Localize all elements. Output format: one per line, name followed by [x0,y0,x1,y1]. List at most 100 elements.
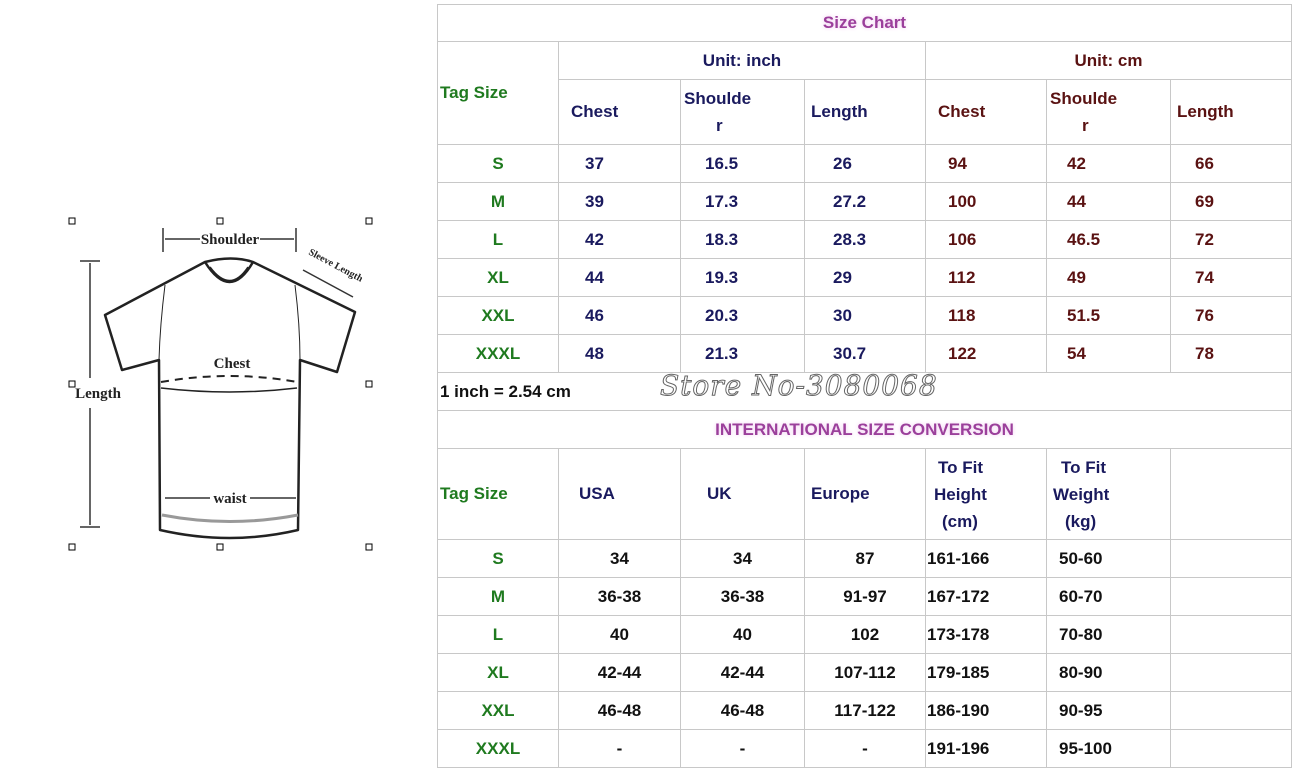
inch-value: 19.3 [680,258,805,297]
tag-size: XXXL [437,729,559,768]
tshirt-measurement-diagram: Shoulder Sleeve Length Chest Length wais… [68,217,373,551]
europe-value: 91-97 [804,577,926,616]
uk-header: UK [680,448,805,540]
europe-value: 102 [804,615,926,654]
size-chart-table: Size Chart Tag Size Unit: inch Unit: cm … [437,4,1292,768]
inch-value: 20.3 [680,296,805,335]
length-cm-header: Length [1170,79,1292,145]
uk-value: 36-38 [680,577,805,616]
usa-value: - [558,729,681,768]
tag-size: M [437,182,559,221]
tag-size: XL [437,258,559,297]
size-row: XXL 46 20.3 30 118 51.5 76 [437,296,1292,335]
store-watermark: Store No-3080068 [660,369,938,402]
inch-value: 46 [558,296,681,335]
europe-value: 107-112 [804,653,926,692]
size-chart-title: Size Chart [437,4,1292,42]
selection-handles [68,217,373,551]
cm-value: 76 [1170,296,1292,335]
tag-size: S [437,144,559,183]
inch-value: 42 [558,220,681,259]
inch-value: 16.5 [680,144,805,183]
height-value: 173-178 [925,615,1047,654]
size-row: XXXL 48 21.3 30.7 122 54 78 [437,334,1292,373]
conversion-row: M 36-38 36-38 91-97 167-172 60-70 [437,577,1292,616]
cm-value: 78 [1170,334,1292,373]
inch-value: 37 [558,144,681,183]
shoulder-label: Shoulder [201,232,260,248]
tag-size: L [437,615,559,654]
empty-cell [1170,691,1292,730]
inch-value: 48 [558,334,681,373]
inch-value: 21.3 [680,334,805,373]
size-row: XL 44 19.3 29 112 49 74 [437,258,1292,297]
usa-value: 36-38 [558,577,681,616]
empty-cell [1170,729,1292,768]
empty-cell [1170,615,1292,654]
uk-value: - [680,729,805,768]
usa-header: USA [558,448,681,540]
shoulder-inch-header: Shoulde r [680,79,805,145]
conversion-row: L 40 40 102 173-178 70-80 [437,615,1292,654]
uk-value: 40 [680,615,805,654]
tag-size: S [437,539,559,578]
inch-value: 30.7 [804,334,926,373]
inch-value: 27.2 [804,182,926,221]
cm-value: 49 [1046,258,1171,297]
tag-size-header: Tag Size [437,448,559,540]
length-inch-header: Length [804,79,926,145]
empty-cell [1170,653,1292,692]
weight-value: 95-100 [1046,729,1171,768]
inch-value: 39 [558,182,681,221]
conversion-title: INTERNATIONAL SIZE CONVERSION [437,410,1292,449]
tag-size: L [437,220,559,259]
cm-value: 69 [1170,182,1292,221]
usa-value: 46-48 [558,691,681,730]
uk-value: 46-48 [680,691,805,730]
height-value: 191-196 [925,729,1047,768]
length-label: Length [75,386,122,402]
weight-value: 80-90 [1046,653,1171,692]
empty-cell [1170,448,1292,540]
inch-value: 28.3 [804,220,926,259]
cm-value: 46.5 [1046,220,1171,259]
europe-value: - [804,729,926,768]
measure-arrows [80,228,354,528]
sleeve-length-label: Sleeve Length [307,247,365,285]
weight-value: 70-80 [1046,615,1171,654]
inch-value: 44 [558,258,681,297]
tag-size: XL [437,653,559,692]
chest-label: Chest [214,356,251,372]
uk-value: 42-44 [680,653,805,692]
chest-cm-header: Chest [925,79,1047,145]
europe-header: Europe [804,448,926,540]
uk-value: 34 [680,539,805,578]
cm-value: 106 [925,220,1047,259]
unit-cm-header: Unit: cm [925,41,1292,80]
cm-value: 112 [925,258,1047,297]
tag-size-header: Tag Size [437,41,559,145]
conversion-note: 1 inch = 2.54 cm [437,372,1292,411]
empty-cell [1170,577,1292,616]
conversion-row: XL 42-44 42-44 107-112 179-185 80-90 [437,653,1292,692]
usa-value: 34 [558,539,681,578]
conversion-row: XXL 46-48 46-48 117-122 186-190 90-95 [437,691,1292,730]
cm-value: 51.5 [1046,296,1171,335]
tag-size: XXXL [437,334,559,373]
height-value: 186-190 [925,691,1047,730]
height-value: 161-166 [925,539,1047,578]
europe-value: 117-122 [804,691,926,730]
cm-value: 44 [1046,182,1171,221]
weight-value: 90-95 [1046,691,1171,730]
height-header: To Fit Height (cm) [925,448,1047,540]
unit-inch-header: Unit: inch [558,41,926,80]
cm-value: 54 [1046,334,1171,373]
usa-value: 40 [558,615,681,654]
inch-value: 17.3 [680,182,805,221]
height-value: 179-185 [925,653,1047,692]
inch-value: 30 [804,296,926,335]
cm-value: 100 [925,182,1047,221]
cm-value: 74 [1170,258,1292,297]
cm-value: 42 [1046,144,1171,183]
cm-value: 118 [925,296,1047,335]
